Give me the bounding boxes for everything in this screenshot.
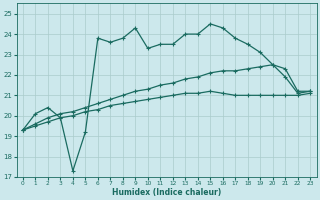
X-axis label: Humidex (Indice chaleur): Humidex (Indice chaleur)	[112, 188, 221, 197]
